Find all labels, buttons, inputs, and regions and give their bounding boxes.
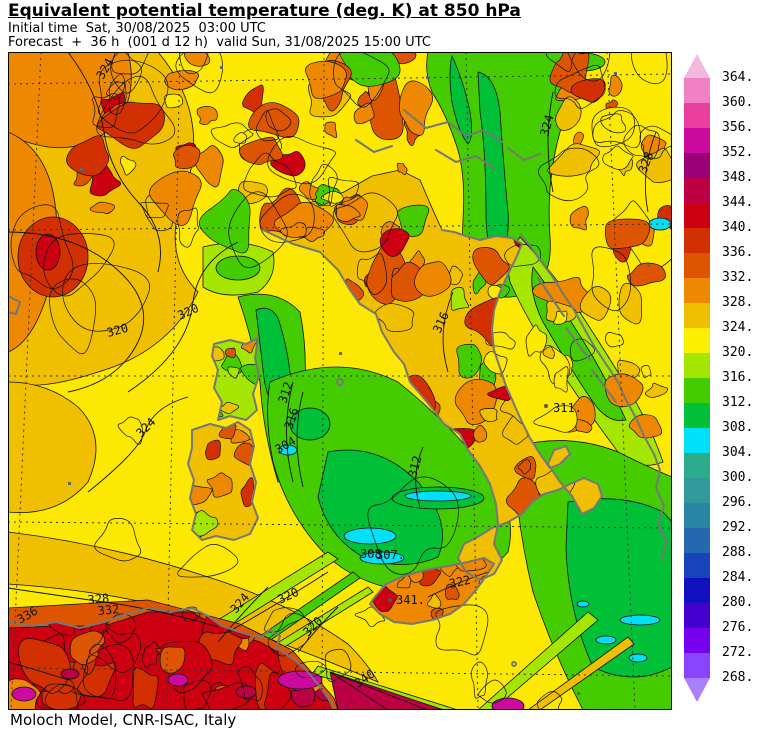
- colorbar-arrow-up: [684, 54, 710, 78]
- initial-time-line: Initial time Sat, 30/08/2025 03:00 UTC: [8, 21, 266, 36]
- contour-lines: [8, 52, 657, 681]
- colorbar-segment: [684, 478, 710, 503]
- colorbar-segment: [684, 203, 710, 228]
- colorbar-label: 272.: [722, 645, 754, 660]
- colorbar-segment: [684, 128, 710, 153]
- contour-squiggles: [10, 52, 672, 710]
- colorbar-label: 284.: [722, 570, 754, 585]
- contour-label: 328: [636, 150, 657, 175]
- colorbar-segment: [684, 628, 710, 653]
- colorbar-label: 344.: [722, 195, 754, 210]
- colorbar-segment: [684, 303, 710, 328]
- colorbar-label: 280.: [722, 595, 754, 610]
- colorbar-segment: [684, 328, 710, 353]
- colorbar-label: 352.: [722, 145, 754, 160]
- colorbar-segment: [684, 353, 710, 378]
- colorbar-segment: [684, 153, 710, 178]
- colorbar-segment: [684, 178, 710, 203]
- colorbar-label: 332.: [722, 270, 754, 285]
- contour-label: 322: [448, 573, 472, 591]
- colorbar-label: 268.: [722, 670, 754, 685]
- colorbar-arrow-down: [684, 678, 710, 702]
- colorbar-label: 316.: [722, 370, 754, 385]
- coastlines: [8, 109, 667, 710]
- cyan-patches: [278, 217, 672, 663]
- colorbar-segment: [684, 253, 710, 278]
- colorbar-label: 364.: [722, 70, 754, 85]
- contour-label: 312: [276, 380, 296, 405]
- colorbar-segment: [684, 453, 710, 478]
- page-title: Equivalent potential temperature (deg. K…: [8, 1, 521, 21]
- theta-e-map: 324 320 320 324 328 332 336 320 324 340 …: [8, 52, 672, 710]
- colorbar-segment: [684, 103, 710, 128]
- lat-lon-grid: [8, 52, 672, 710]
- colorbar-segment: [684, 578, 710, 603]
- colorbar-segment: [684, 503, 710, 528]
- colorbar-label: 328.: [722, 295, 754, 310]
- colorbar-segment: [684, 403, 710, 428]
- extrema-marker-label: 341.: [396, 593, 425, 607]
- contour-label: 308: [360, 547, 382, 561]
- colorbar-label: 340.: [722, 220, 754, 235]
- colorbar-label: 320.: [722, 345, 754, 360]
- contour-label: 328: [87, 591, 110, 607]
- extrema-marker-label: 307.: [376, 548, 405, 562]
- contour-label: 312: [405, 454, 424, 479]
- colorbar-segment: [684, 428, 710, 453]
- contour-label: 324: [537, 113, 556, 138]
- colorbar-segment: [684, 378, 710, 403]
- colorbar-label: 324.: [722, 320, 754, 335]
- contour-label: 320: [105, 321, 130, 340]
- station-dots: [68, 66, 650, 695]
- colorbar-label: 356.: [722, 120, 754, 135]
- model-credit: Moloch Model, CNR-ISAC, Italy: [10, 711, 237, 729]
- colorbar-segment: [684, 603, 710, 628]
- colorbar-label: 348.: [722, 170, 754, 185]
- map-area: 324 320 320 324 328 332 336 320 324 340 …: [8, 52, 672, 710]
- colorbar-label: 292.: [722, 520, 754, 535]
- colorbar-label: 300.: [722, 470, 754, 485]
- colorbar-segment: [684, 228, 710, 253]
- contour-label: 316: [282, 406, 302, 431]
- contour-labels: 324 320 320 324 328 332 336 320 324 340 …: [15, 56, 657, 691]
- colorbar-segment: [684, 278, 710, 303]
- colorbar-label: 312.: [722, 395, 754, 410]
- colorbar-segment: [684, 528, 710, 553]
- colorbar-segment: [684, 653, 710, 678]
- forecast-valid-line: Forecast + 36 h (001 d 12 h) valid Sun, …: [8, 35, 431, 50]
- colorbar-segment: [684, 78, 710, 103]
- colorbar-label: 360.: [722, 95, 754, 110]
- extrema-marker-label: 311.: [553, 401, 582, 415]
- colorbar-label: 296.: [722, 495, 754, 510]
- contour-label: 332: [97, 602, 120, 618]
- colorbar-label: 288.: [722, 545, 754, 560]
- colorbar-label: 304.: [722, 445, 754, 460]
- colorbar-label: 308.: [722, 420, 754, 435]
- colorbar-label: 276.: [722, 620, 754, 635]
- colorbar-segment: [684, 553, 710, 578]
- colorbar-label: 336.: [722, 245, 754, 260]
- map-frame: [8, 52, 672, 710]
